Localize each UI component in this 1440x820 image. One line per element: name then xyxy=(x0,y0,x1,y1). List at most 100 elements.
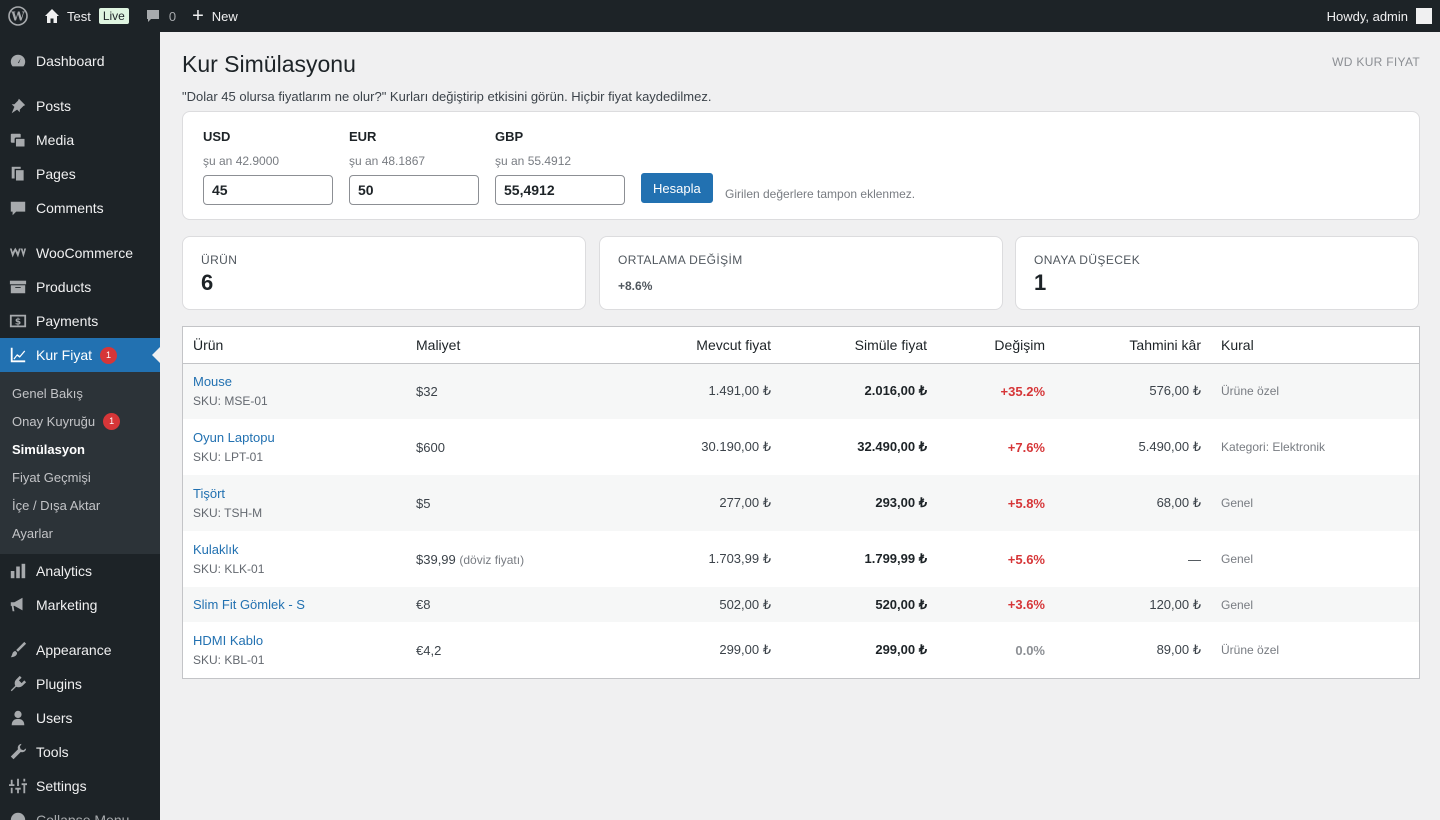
submenu-item-onay-kuyrugu[interactable]: Onay Kuyruğu 1 xyxy=(0,407,160,435)
cell-est-profit: 5.490,00 ₺ xyxy=(1138,439,1202,454)
cell-simulated-price: 299,00 ₺ xyxy=(875,642,927,657)
sidebar-item-label: Marketing xyxy=(36,597,98,613)
new-content-link[interactable]: + New xyxy=(184,0,246,32)
page-title: Kur Simülasyonu xyxy=(182,51,356,77)
sidebar-item-users[interactable]: Users xyxy=(0,701,160,735)
cell-rule: Genel xyxy=(1221,597,1254,612)
cell-current-price: 30.190,00 ₺ xyxy=(701,439,771,454)
stat-average-change: ORTALAMA DEĞİŞİM +8.6% xyxy=(599,236,1003,310)
comment-icon xyxy=(145,8,161,24)
sidebar-item-appearance[interactable]: Appearance xyxy=(0,633,160,667)
sidebar-item-comments[interactable]: Comments xyxy=(0,191,160,225)
cell-simulated-price: 2.016,00 ₺ xyxy=(864,383,928,399)
product-link[interactable]: Tişört xyxy=(193,486,226,501)
sidebar-item-posts[interactable]: Posts xyxy=(0,89,160,123)
cell-current-price: 1.703,99 ₺ xyxy=(708,551,772,566)
cell-current-price: 299,00 ₺ xyxy=(719,642,771,657)
simulation-table: Ürün Maliyet Mevcut fiyat Simüle fiyat D… xyxy=(182,326,1420,679)
submenu-item-label: Ayarlar xyxy=(12,525,53,541)
svg-text:$: $ xyxy=(15,318,21,328)
sidebar-item-pages[interactable]: Pages xyxy=(0,157,160,191)
product-link[interactable]: HDMI Kablo xyxy=(193,633,264,648)
eur-rate-input[interactable] xyxy=(349,175,479,205)
sidebar-item-analytics[interactable]: Analytics xyxy=(0,554,160,588)
cell-rule: Genel xyxy=(1221,552,1254,566)
stat-to-approval: ONAYA DÜŞECEK 1 xyxy=(1015,236,1419,310)
plugin-icon xyxy=(8,674,28,694)
submenu-item-fiyat-gecmisi[interactable]: Fiyat Geçmişi xyxy=(0,463,160,491)
sidebar-item-plugins[interactable]: Plugins xyxy=(0,667,160,701)
comment-icon xyxy=(8,198,28,218)
sidebar-item-marketing[interactable]: Marketing xyxy=(0,588,160,622)
main-content: Kur Simülasyonu WD KUR FIYAT "Dolar 45 o… xyxy=(160,32,1440,820)
site-name-link[interactable]: Test Live xyxy=(36,0,137,32)
sidebar-item-collapse[interactable]: Collapse Menu xyxy=(0,803,160,820)
sidebar-item-settings[interactable]: Settings xyxy=(0,769,160,803)
comments-link[interactable]: 0 xyxy=(137,0,184,32)
sidebar-item-label: Analytics xyxy=(36,563,93,579)
table-row: Kulaklık SKU: KLK-01 $39,99 (döviz fiyatı… xyxy=(183,531,1419,587)
cell-current-price: 1.491,00 ₺ xyxy=(708,383,772,399)
product-sku: SKU: KLK-01 xyxy=(193,562,265,576)
cell-rule: Kategori: Elektronik xyxy=(1221,440,1326,454)
cell-change: +5.8% xyxy=(1007,495,1045,511)
column-header-rule: Kural xyxy=(1211,327,1419,364)
product-link[interactable]: Oyun Laptopu xyxy=(193,430,275,445)
sidebar-item-label: Dashboard xyxy=(36,53,105,69)
megaphone-icon xyxy=(8,595,28,615)
sidebar-item-label: Posts xyxy=(36,98,72,114)
sidebar-item-kur-fiyat[interactable]: Kur Fiyat 1 xyxy=(0,338,160,372)
product-link[interactable]: Mouse xyxy=(193,374,233,390)
sidebar-item-products[interactable]: Products xyxy=(0,270,160,304)
sidebar-item-label: WooCommerce xyxy=(36,245,133,261)
user-icon xyxy=(8,708,28,728)
current-rate: şu an 42.9000 xyxy=(203,154,280,168)
comments-count: 0 xyxy=(168,8,177,24)
cell-rule: Genel xyxy=(1221,496,1254,510)
sidebar-item-dashboard[interactable]: Dashboard xyxy=(0,44,160,78)
payments-icon: $ xyxy=(8,311,28,331)
cell-cost: €8 xyxy=(416,597,431,612)
sidebar-item-payments[interactable]: $ Payments xyxy=(0,304,160,338)
admin-sidebar: Dashboard Posts Media Pages Comments Woo… xyxy=(0,32,160,820)
sidebar-item-label: Media xyxy=(36,132,75,148)
product-link[interactable]: Slim Fit Gömlek - S xyxy=(193,597,305,612)
sidebar-item-woocommerce[interactable]: WooCommerce xyxy=(0,236,160,270)
site-name: Test xyxy=(67,8,91,24)
sidebar-item-label: Collapse Menu xyxy=(36,812,130,820)
usd-rate-input[interactable] xyxy=(203,175,333,205)
calculate-button[interactable]: Hesapla xyxy=(641,173,713,203)
gbp-rate-input[interactable] xyxy=(495,175,625,205)
sidebar-item-label: Kur Fiyat xyxy=(36,347,93,363)
table-row: Slim Fit Gömlek - S €8 502,00 ₺ 520,00 ₺… xyxy=(183,587,1419,622)
wordpress-logo-icon[interactable]: W xyxy=(0,0,36,32)
sidebar-item-label: Pages xyxy=(36,166,76,182)
cell-current-price: 277,00 ₺ xyxy=(719,495,771,510)
cell-current-price: 502,00 ₺ xyxy=(719,596,771,612)
cell-cost: $32 xyxy=(416,383,438,399)
column-header-product: Ürün xyxy=(183,327,406,364)
cell-rule: Ürüne özel xyxy=(1221,384,1280,399)
cell-est-profit: 89,00 ₺ xyxy=(1156,642,1201,657)
sidebar-item-media[interactable]: Media xyxy=(0,123,160,157)
rate-eur: EUR şu an 48.1867 xyxy=(349,129,479,205)
submenu-item-genel-bakis[interactable]: Genel Bakış xyxy=(0,379,160,407)
submenu-item-simulasyon[interactable]: Simülasyon xyxy=(0,435,160,463)
product-link[interactable]: Kulaklık xyxy=(193,542,239,557)
cell-simulated-price: 1.799,99 ₺ xyxy=(864,551,928,566)
brand-label: WD KUR FIYAT xyxy=(1332,55,1420,69)
submenu-item-label: Onay Kuyruğu xyxy=(12,413,96,429)
sidebar-item-tools[interactable]: Tools xyxy=(0,735,160,769)
submenu-item-ice-disa-aktar[interactable]: İçe / Dışa Aktar xyxy=(0,491,160,519)
cell-cost: $39,99 (döviz fiyatı) xyxy=(406,531,556,587)
rate-usd: USD şu an 42.9000 xyxy=(203,129,333,205)
cell-change: +35.2% xyxy=(1000,383,1045,399)
dashboard-icon xyxy=(8,51,28,71)
cell-est-profit: 120,00 ₺ xyxy=(1149,596,1201,612)
submenu-item-ayarlar[interactable]: Ayarlar xyxy=(0,519,160,547)
cell-est-profit: 68,00 ₺ xyxy=(1156,495,1201,510)
account-menu[interactable]: Howdy, admin xyxy=(1319,0,1440,32)
product-sku: SKU: LPT-01 xyxy=(193,450,264,464)
stat-label: ONAYA DÜŞECEK xyxy=(1034,253,1141,267)
brush-icon xyxy=(8,640,28,660)
